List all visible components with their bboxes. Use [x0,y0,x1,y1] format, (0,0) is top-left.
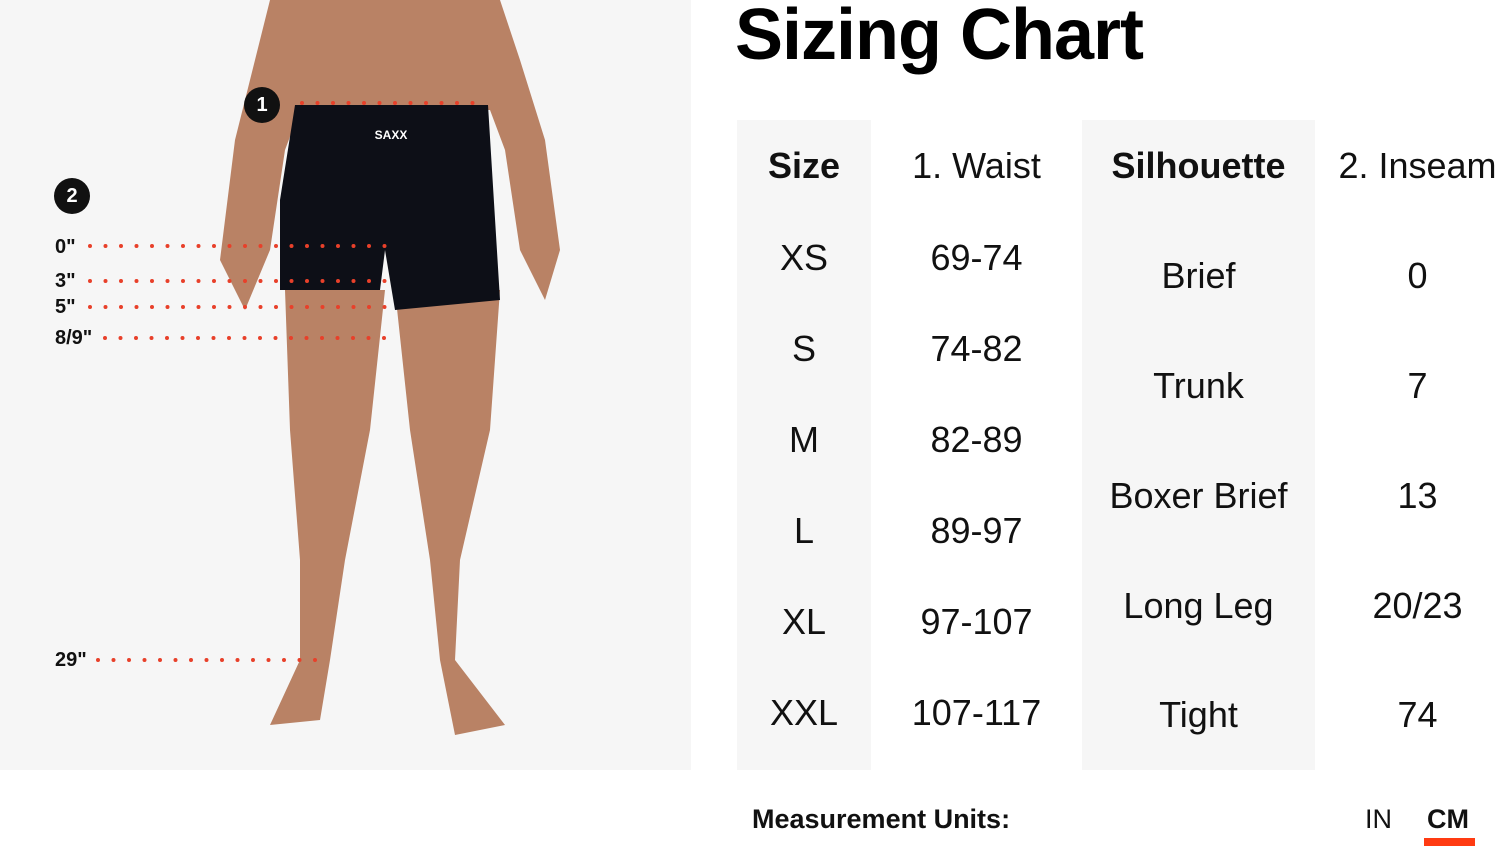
inseam-label: 29" [55,649,87,671]
inseam-cell: 0 [1407,255,1428,296]
inseam-cell: 13 [1397,475,1438,516]
model-figure: SAXX [88,0,560,735]
waist-header: 1. Waist [912,145,1041,186]
silhouette-cell: Boxer Brief [1109,475,1288,516]
inseam-cell: 20/23 [1372,585,1463,626]
waist-cell: 74-82 [930,328,1023,369]
size-cell: XXL [769,692,839,733]
waist-cell: 69-74 [930,237,1023,278]
inseam-column: 2. Inseam 0 7 13 20/23 74 [1315,120,1500,770]
page-title: Sizing Chart [735,0,1144,75]
marker-inseam: 2 [54,178,90,214]
size-cell: XL [781,601,827,642]
waist-column: 1. Waist 69-74 74-82 82-89 89-97 97-107 … [871,120,1082,770]
waist-cell: 82-89 [930,419,1023,460]
unit-in-button[interactable]: IN [1365,804,1392,834]
size-cell: S [791,328,816,369]
measure-dots [88,101,489,662]
waist-cell: 107-117 [911,692,1042,733]
inseam-cell: 7 [1407,365,1428,406]
silhouette-cell: Brief [1161,255,1236,296]
silhouette-column: Silhouette Brief Trunk Boxer Brief Long … [1082,120,1315,770]
product-photo: SAXX 1 2 0" 3" 5" 8/9" 29" [0,0,691,770]
units-label: Measurement Units: [752,804,1011,834]
size-cell: M [789,419,819,460]
size-cell: L [793,510,815,551]
silhouette-cell: Tight [1159,694,1238,735]
size-column: Size XS S M L XL XXL [737,120,871,770]
inseam-label: 8/9" [55,327,93,349]
inseam-label: 0" [55,236,76,258]
inseam-cell: 74 [1397,694,1438,735]
silhouette-cell: Long Leg [1123,585,1274,626]
inseam-label: 5" [55,296,76,318]
size-cell: XS [779,237,829,278]
inseam-label: 3" [55,270,76,292]
size-header: Size [767,145,841,186]
brand-logo: SAXX [375,128,408,142]
silhouette-header: Silhouette [1111,145,1286,186]
selected-unit-underline [1424,838,1475,846]
marker-waist: 1 [244,87,280,123]
waist-cell: 97-107 [920,601,1033,642]
waist-cell: 89-97 [930,510,1023,551]
unit-cm-button[interactable]: CM [1427,804,1469,834]
silhouette-cell: Trunk [1153,365,1244,406]
inseam-header: 2. Inseam [1338,145,1497,186]
